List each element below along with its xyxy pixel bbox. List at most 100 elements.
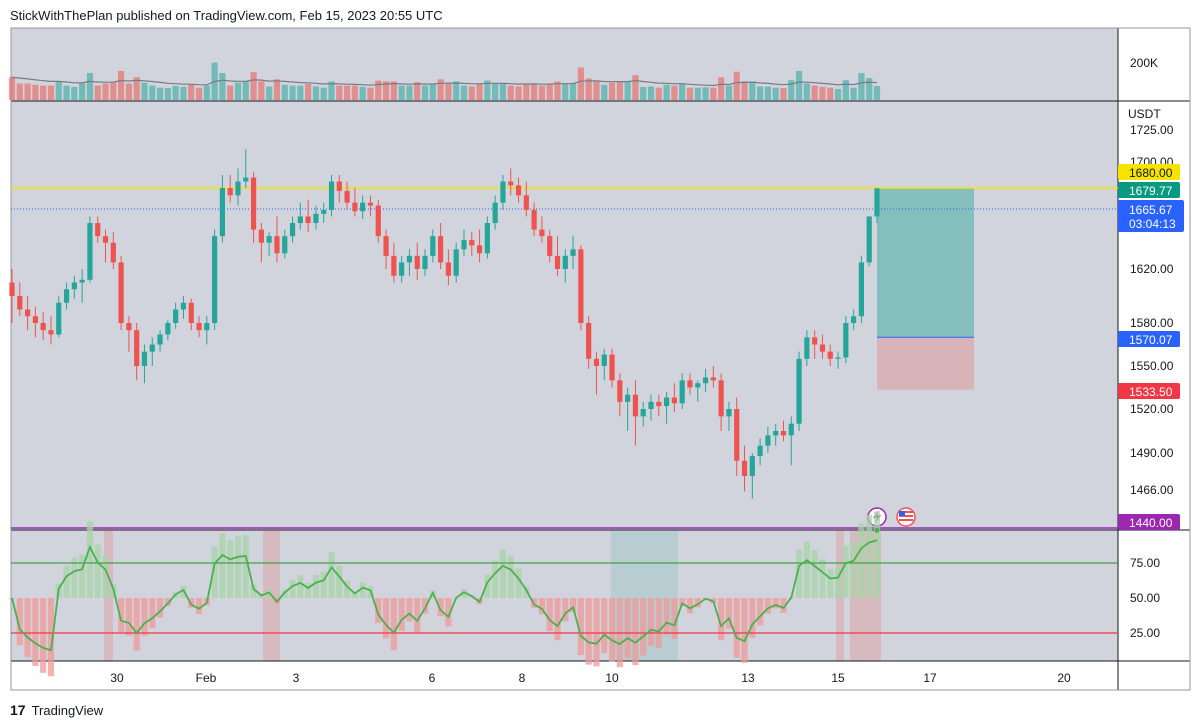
oscillator-histogram-bar (164, 598, 171, 607)
volume-bar (156, 87, 164, 100)
volume-bar (297, 85, 304, 100)
oscillator-tick-label: 25.00 (1130, 626, 1160, 640)
oscillator-histogram-bar (858, 523, 865, 598)
oscillator-histogram-bar (803, 541, 810, 598)
long-position-tool[interactable] (877, 188, 974, 390)
volume-bar (811, 85, 818, 100)
volume-bar (203, 85, 210, 100)
volume-bar (328, 81, 335, 100)
volume-bar (16, 83, 23, 100)
candle-body (243, 177, 249, 182)
candle-body (399, 262, 405, 276)
oscillator-histogram-bar (546, 598, 553, 632)
oscillator-histogram-bar (640, 598, 647, 656)
volume-bar (866, 78, 873, 100)
candle-body (274, 236, 280, 254)
candle-body (321, 209, 327, 214)
oscillator-histogram-bar (281, 589, 288, 598)
oscillator-histogram-bar (359, 582, 366, 598)
oscillator-histogram-bar (219, 533, 226, 598)
time-tick-label: 17 (923, 671, 937, 685)
candle-body (780, 431, 787, 436)
price-tick-label: 1520.00 (1130, 402, 1174, 416)
candle-body (414, 255, 420, 269)
oscillator-histogram-bar (94, 544, 101, 598)
candle-body (40, 323, 46, 331)
candle-body (796, 358, 802, 424)
candle-body (671, 397, 677, 404)
position-profit-zone (877, 188, 974, 338)
volume-bar (515, 86, 522, 100)
oscillator-histogram-bar (624, 598, 631, 659)
oscillator-histogram-bar (842, 545, 849, 598)
oscillator-histogram-bar (390, 598, 397, 651)
resistance-label: 1680.00 (1129, 166, 1173, 180)
candle-body (383, 236, 389, 256)
oscillator-histogram-bar (398, 598, 405, 631)
candle-body (609, 354, 615, 381)
volume-bar (86, 73, 94, 100)
candle-body (734, 409, 740, 461)
resistance-label-bg (1118, 164, 1180, 180)
volume-bar (234, 82, 242, 100)
candle-body (835, 357, 841, 359)
oscillator-histogram-bar (679, 598, 686, 607)
volume-bar (24, 83, 31, 100)
candle-body (765, 435, 771, 446)
volume-bar (492, 83, 499, 100)
us-flag-icon[interactable] (896, 507, 916, 527)
volume-bar (180, 86, 187, 100)
candle-body (173, 309, 179, 323)
oscillator-histogram-bar (250, 584, 257, 598)
chart-canvas[interactable]: 200K USDT 1725.001700.001620.001580.0015… (0, 0, 1200, 700)
oscillator-histogram-bar (24, 598, 31, 658)
oscillator-histogram-bar (632, 598, 639, 666)
volume-bar (445, 82, 452, 100)
position-loss-zone (877, 337, 974, 390)
last-price-label: 1665.67 (1129, 203, 1173, 217)
volume-bar (554, 81, 561, 100)
candle-body (656, 401, 662, 407)
volume-bar (266, 86, 273, 100)
volume-bar (476, 83, 483, 100)
price-tick-label: 1725.00 (1130, 123, 1174, 137)
volume-bar (702, 87, 709, 100)
volume-bar (32, 84, 39, 100)
volume-bar (453, 81, 460, 100)
oscillator-histogram (8, 511, 881, 677)
candle-body (586, 323, 592, 359)
volume-bar (577, 67, 584, 100)
candle-body (492, 202, 498, 224)
oscillator-histogram-bar (328, 552, 335, 598)
volume-bar (585, 78, 592, 100)
candle-body (313, 213, 319, 224)
candle-body (812, 337, 818, 345)
volume-bar (640, 86, 647, 100)
volume-bar (406, 85, 413, 100)
time-tick-label: 13 (741, 671, 755, 685)
volume-bar (367, 87, 374, 100)
volume-bar (655, 87, 662, 100)
volume-bar (507, 85, 514, 100)
oscillator-histogram-bar (266, 589, 273, 598)
time-tick-label: 6 (429, 671, 436, 685)
oscillator-histogram-bar (336, 565, 343, 598)
volume-bar (725, 85, 733, 100)
oscillator-histogram-bar (562, 598, 569, 622)
candle-body (336, 181, 342, 191)
volume-bar (141, 82, 148, 100)
volume-bar (531, 83, 538, 100)
volume-bar (484, 80, 491, 100)
candle-body (695, 383, 701, 388)
oscillator-histogram-bar (382, 598, 390, 639)
oscillator-histogram-bar (772, 598, 779, 609)
volume-bar (359, 86, 366, 100)
price-tick-label: 1490.00 (1130, 446, 1174, 460)
candle-body (360, 202, 366, 212)
volume-bar (8, 77, 16, 100)
candle-body (438, 236, 444, 263)
volume-bar (523, 83, 530, 100)
candle-body (422, 255, 428, 269)
oscillator-histogram-bar (655, 598, 662, 649)
oscillator-histogram-bar (149, 598, 156, 629)
